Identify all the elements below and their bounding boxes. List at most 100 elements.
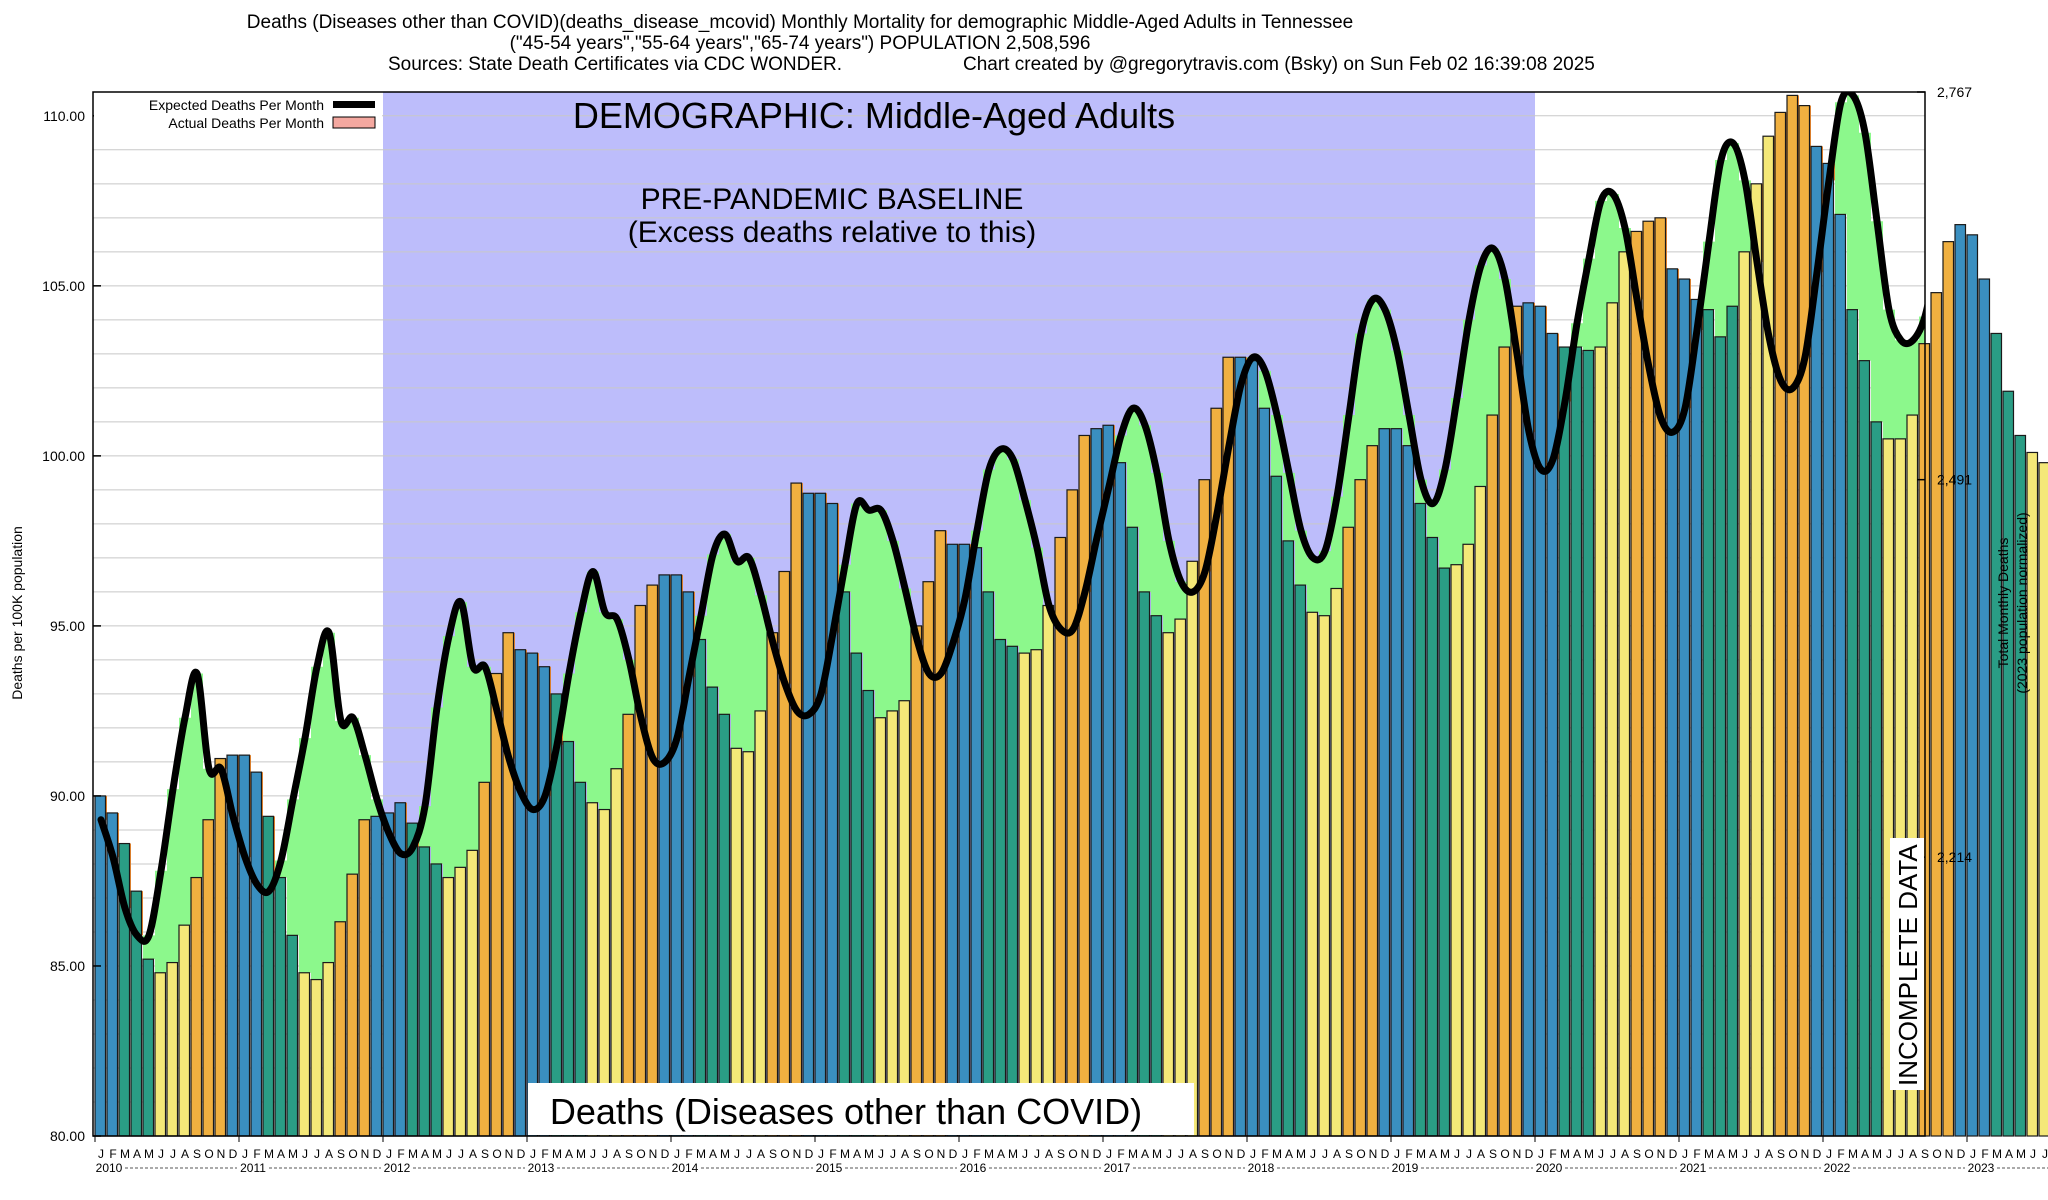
x-month-label: J (1538, 1147, 1544, 1161)
demographic-label: DEMOGRAPHIC: Middle-Aged Adults (573, 95, 1175, 136)
bar-2013-2 (538, 666, 551, 1137)
bar-2015-4 (850, 652, 863, 1137)
x-month-label: J (674, 1147, 680, 1161)
bar-2011-12 (370, 815, 383, 1137)
x-month-label: F (1117, 1147, 1124, 1161)
y2-axis-label: Total Monthly Deaths (1995, 538, 2011, 669)
y-tick-label: 80.00 (50, 1128, 85, 1144)
bar-2014-1 (670, 574, 683, 1137)
x-month-label: M (1128, 1147, 1138, 1161)
bar-2023-3 (1990, 332, 2003, 1137)
bar-2023-7 (2038, 462, 2048, 1137)
x-month-label: J (818, 1147, 824, 1161)
x-month-label: J (1322, 1147, 1328, 1161)
legend-actual-label: Actual Deaths Per Month (168, 115, 324, 131)
x-month-label: N (505, 1147, 514, 1161)
x-month-label: D (1237, 1147, 1246, 1161)
bar-2017-5 (1150, 615, 1163, 1137)
x-month-label: J (314, 1147, 320, 1161)
bar-2018-4 (1282, 540, 1295, 1137)
x-month-label: A (421, 1147, 429, 1161)
x-month-label: O (1932, 1147, 1941, 1161)
bar-2012-9 (478, 781, 491, 1137)
x-month-label: S (1921, 1147, 1929, 1161)
bar-2017-4 (1138, 591, 1151, 1137)
x-year-bg (957, 1160, 989, 1175)
x-month-label: S (625, 1147, 633, 1161)
x-month-label: O (492, 1147, 501, 1161)
x-month-label: M (1872, 1147, 1882, 1161)
bar-2011-2 (250, 771, 263, 1137)
bar-2019-7 (1462, 543, 1475, 1137)
bar-2013-9 (622, 713, 635, 1137)
x-year-bg (1389, 1160, 1421, 1175)
x-month-label: J (1166, 1147, 1172, 1161)
x-month-label: D (1813, 1147, 1822, 1161)
x-month-label: A (1909, 1147, 1917, 1161)
x-month-label: J (242, 1147, 248, 1161)
x-month-label: A (565, 1147, 573, 1161)
x-month-label: N (1801, 1147, 1810, 1161)
bar-2014-11 (790, 482, 803, 1137)
x-year-bg (1245, 1160, 1277, 1175)
bar-2018-9 (1342, 526, 1355, 1137)
x-month-label: N (1945, 1147, 1954, 1161)
bar-2011-5 (286, 934, 299, 1137)
bar-2020-3 (1558, 346, 1571, 1137)
x-month-label: N (793, 1147, 802, 1161)
bar-2020-8 (1618, 251, 1631, 1137)
x-month-label: S (1345, 1147, 1353, 1161)
bar-2012-5 (430, 863, 443, 1137)
x-month-label: M (2016, 1147, 2026, 1161)
x-month-label: J (1970, 1147, 1976, 1161)
bar-2012-4 (418, 846, 431, 1137)
bar-2014-5 (718, 713, 731, 1137)
chart-source: Sources: State Death Certificates via CD… (388, 54, 843, 75)
x-month-label: N (649, 1147, 658, 1161)
x-month-label: D (229, 1147, 238, 1161)
bar-2018-11 (1366, 445, 1379, 1137)
bar-2013-5 (574, 781, 587, 1137)
bar-2016-11 (1078, 434, 1091, 1137)
x-month-label: J (1610, 1147, 1616, 1161)
x-month-label: O (204, 1147, 213, 1161)
x-month-label: F (397, 1147, 404, 1161)
bar-2012-12 (514, 649, 527, 1137)
x-year-bg (381, 1160, 413, 1175)
x-month-label: M (1584, 1147, 1594, 1161)
plot-frame (92, 91, 1926, 1137)
bar-2017-7 (1174, 618, 1187, 1137)
x-year-bg (1101, 1160, 1133, 1175)
x-month-label: J (1250, 1147, 1256, 1161)
x-month-label: J (746, 1147, 752, 1161)
x-month-label: F (1837, 1147, 1844, 1161)
bar-2021-9 (1774, 111, 1787, 1137)
x-month-label: J (1034, 1147, 1040, 1161)
bar-2022-1 (1822, 162, 1835, 1137)
bar-2016-1 (958, 543, 971, 1137)
bar-2019-8 (1474, 485, 1487, 1137)
x-month-label: M (552, 1147, 562, 1161)
expected-deaths-line (97, 92, 1925, 945)
bottom-label: Deaths (Diseases other than COVID) (550, 1091, 1142, 1132)
x-month-label: M (1728, 1147, 1738, 1161)
x-month-label: M (1416, 1147, 1426, 1161)
bar-2021-3 (1702, 309, 1715, 1137)
x-month-label: S (193, 1147, 201, 1161)
bar-2016-3 (982, 591, 995, 1137)
x-month-label: S (337, 1147, 345, 1161)
x-month-label: D (805, 1147, 814, 1161)
bar-2010-9 (190, 876, 203, 1137)
x-year-label: 2015 (816, 1161, 843, 1175)
bar-2012-3 (406, 822, 419, 1137)
bar-2014-8 (754, 710, 767, 1137)
x-year-label: 2018 (1248, 1161, 1275, 1175)
x-month-label: O (1500, 1147, 1509, 1161)
x-month-label: A (1141, 1147, 1149, 1161)
x-month-label: J (1598, 1147, 1604, 1161)
bar-2020-4 (1570, 346, 1583, 1137)
x-month-label: D (1957, 1147, 1966, 1161)
x-month-label: F (541, 1147, 548, 1161)
bar-2020-6 (1594, 346, 1607, 1137)
